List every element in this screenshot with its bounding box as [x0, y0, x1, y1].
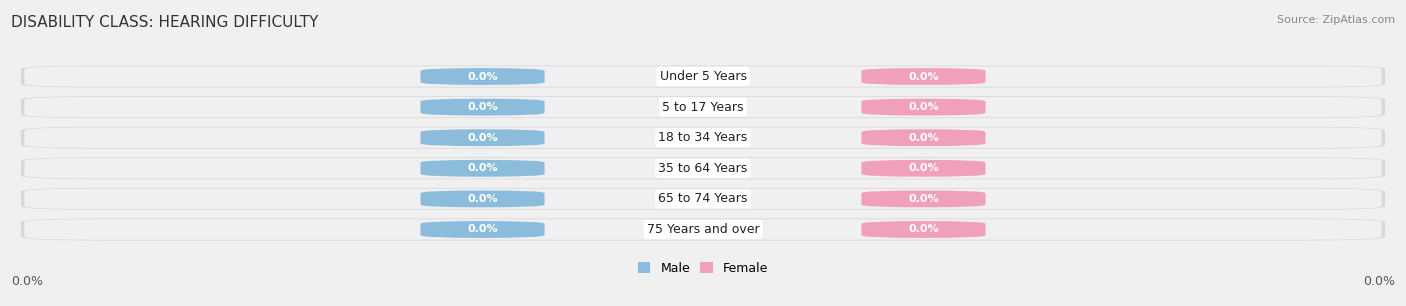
Text: 18 to 34 Years: 18 to 34 Years	[658, 131, 748, 144]
Text: 0.0%: 0.0%	[467, 72, 498, 81]
Text: 0.0%: 0.0%	[908, 102, 939, 112]
Text: 0.0%: 0.0%	[11, 275, 44, 288]
Legend: Male, Female: Male, Female	[633, 257, 773, 280]
Text: 5 to 17 Years: 5 to 17 Years	[662, 101, 744, 114]
Text: 0.0%: 0.0%	[1362, 275, 1395, 288]
FancyBboxPatch shape	[24, 97, 1382, 117]
Text: 0.0%: 0.0%	[467, 163, 498, 173]
FancyBboxPatch shape	[420, 160, 544, 177]
FancyBboxPatch shape	[21, 96, 1385, 118]
Text: 0.0%: 0.0%	[908, 225, 939, 234]
FancyBboxPatch shape	[862, 190, 986, 207]
FancyBboxPatch shape	[420, 68, 544, 85]
FancyBboxPatch shape	[862, 129, 986, 146]
FancyBboxPatch shape	[21, 218, 1385, 241]
FancyBboxPatch shape	[862, 99, 986, 115]
FancyBboxPatch shape	[420, 99, 544, 115]
FancyBboxPatch shape	[21, 127, 1385, 149]
Text: 0.0%: 0.0%	[467, 194, 498, 204]
FancyBboxPatch shape	[24, 188, 1382, 209]
Text: 0.0%: 0.0%	[908, 133, 939, 143]
FancyBboxPatch shape	[862, 160, 986, 177]
FancyBboxPatch shape	[862, 221, 986, 238]
Text: 0.0%: 0.0%	[908, 163, 939, 173]
FancyBboxPatch shape	[24, 158, 1382, 178]
Text: 0.0%: 0.0%	[467, 102, 498, 112]
Text: 0.0%: 0.0%	[908, 194, 939, 204]
FancyBboxPatch shape	[420, 190, 544, 207]
Text: Source: ZipAtlas.com: Source: ZipAtlas.com	[1277, 15, 1395, 25]
Text: 75 Years and over: 75 Years and over	[647, 223, 759, 236]
Text: 0.0%: 0.0%	[467, 133, 498, 143]
FancyBboxPatch shape	[862, 68, 986, 85]
FancyBboxPatch shape	[21, 65, 1385, 88]
FancyBboxPatch shape	[24, 66, 1382, 87]
Text: DISABILITY CLASS: HEARING DIFFICULTY: DISABILITY CLASS: HEARING DIFFICULTY	[11, 15, 319, 30]
Text: 0.0%: 0.0%	[467, 225, 498, 234]
Text: 0.0%: 0.0%	[908, 72, 939, 81]
FancyBboxPatch shape	[420, 129, 544, 146]
Text: Under 5 Years: Under 5 Years	[659, 70, 747, 83]
FancyBboxPatch shape	[24, 127, 1382, 148]
FancyBboxPatch shape	[21, 157, 1385, 179]
FancyBboxPatch shape	[24, 219, 1382, 240]
Text: 35 to 64 Years: 35 to 64 Years	[658, 162, 748, 175]
FancyBboxPatch shape	[21, 188, 1385, 210]
Text: 65 to 74 Years: 65 to 74 Years	[658, 192, 748, 205]
FancyBboxPatch shape	[420, 221, 544, 238]
